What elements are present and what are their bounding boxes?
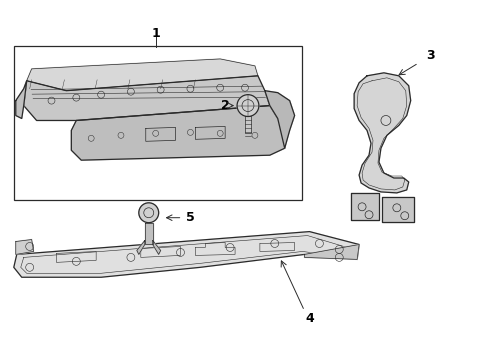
Polygon shape <box>264 91 294 148</box>
Polygon shape <box>144 223 152 244</box>
Text: 4: 4 <box>305 312 313 325</box>
Polygon shape <box>137 240 144 255</box>
Circle shape <box>237 95 258 117</box>
Polygon shape <box>152 240 161 255</box>
Polygon shape <box>16 81 27 118</box>
Text: 2: 2 <box>220 99 229 112</box>
Polygon shape <box>304 244 358 260</box>
Polygon shape <box>16 239 34 255</box>
Text: 5: 5 <box>185 211 194 224</box>
Polygon shape <box>14 231 358 277</box>
Polygon shape <box>24 76 269 121</box>
Polygon shape <box>353 73 410 193</box>
Polygon shape <box>27 59 257 91</box>
Polygon shape <box>381 197 413 222</box>
Polygon shape <box>244 117 250 133</box>
Bar <box>14 46 301 200</box>
Circle shape <box>139 203 158 223</box>
Polygon shape <box>350 193 378 220</box>
Text: 1: 1 <box>151 27 160 40</box>
Polygon shape <box>71 105 284 160</box>
Text: 3: 3 <box>426 49 434 63</box>
